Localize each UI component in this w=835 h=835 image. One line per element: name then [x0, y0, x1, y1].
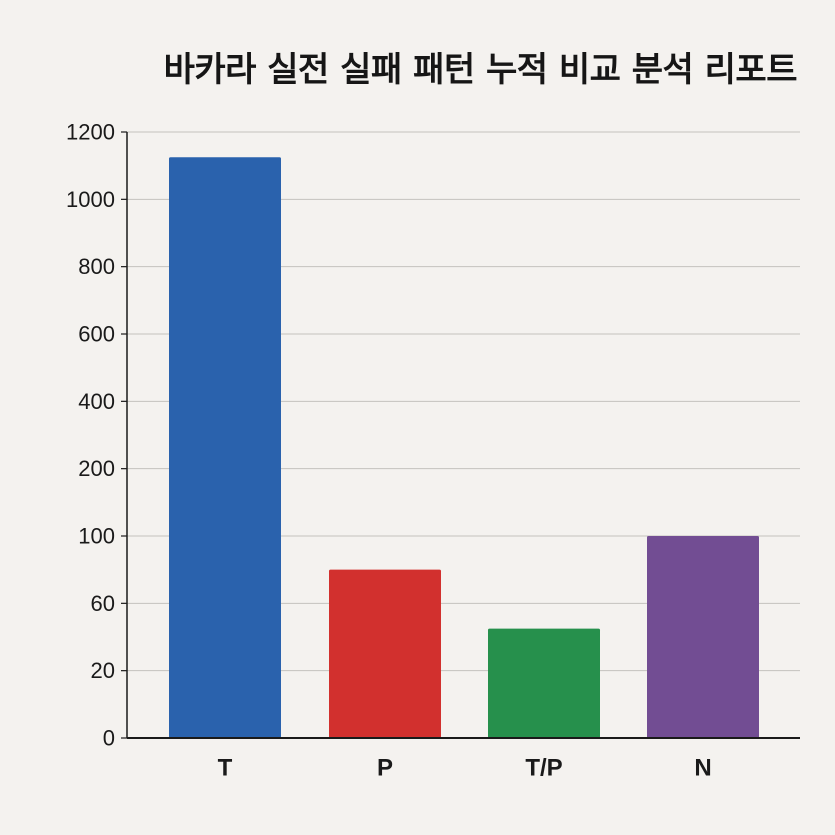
x-category-label: N — [694, 755, 711, 782]
y-tick-label: 0 — [103, 726, 115, 751]
bar-t — [169, 157, 281, 738]
bars — [169, 157, 759, 738]
y-tick-label: 1200 — [66, 120, 115, 145]
y-tick-label: 60 — [91, 591, 115, 616]
bar-n — [647, 536, 759, 738]
y-tick-labels: 0 20 60 100 200 400 600 800 1000 1200 — [66, 120, 115, 751]
x-category-labels: T P T/P N — [218, 755, 712, 782]
bar-tp — [488, 628, 600, 738]
x-category-label: P — [377, 755, 393, 782]
y-tick-label: 20 — [91, 658, 115, 683]
bar-p — [329, 569, 441, 738]
x-category-label: T — [218, 755, 233, 782]
y-tick-label: 100 — [78, 524, 115, 549]
y-tick-label: 200 — [78, 456, 115, 481]
x-category-label: T/P — [525, 755, 562, 782]
y-tick-label: 800 — [78, 254, 115, 279]
y-tick-label: 600 — [78, 322, 115, 347]
chart-title: 바카라 실전 실패 패턴 누적 비교 분석 리포트 — [163, 50, 798, 90]
y-tick-label: 1000 — [66, 187, 115, 212]
axes — [126, 132, 800, 739]
y-tick-label: 400 — [78, 389, 115, 414]
